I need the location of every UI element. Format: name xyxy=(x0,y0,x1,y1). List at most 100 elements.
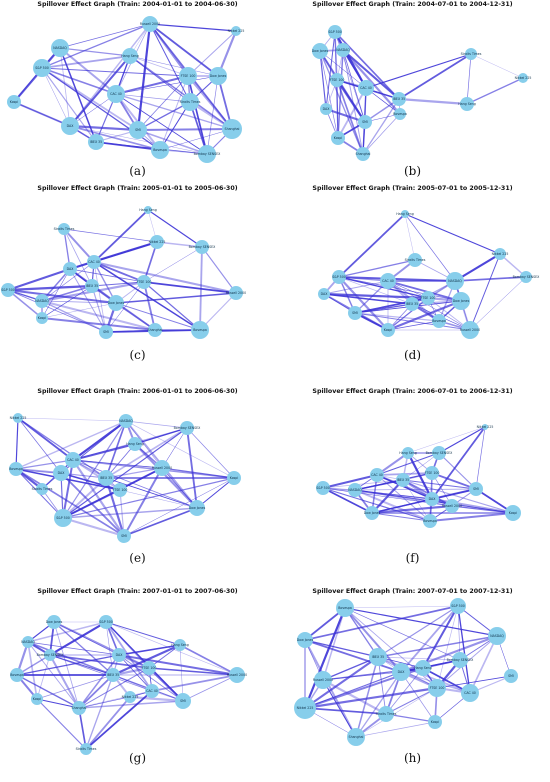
graph-node xyxy=(10,668,24,682)
graph-edge xyxy=(62,477,107,519)
graph-edge xyxy=(201,246,237,294)
graph-edge xyxy=(69,124,139,132)
graph-panel-a: Russell 2000 Hang Seng Nikkei 225 Dow Jones… xyxy=(0,0,275,195)
graph-node xyxy=(51,39,69,57)
graph-edge xyxy=(27,641,38,700)
graph-edge xyxy=(303,607,347,709)
graph-edge xyxy=(93,261,107,333)
graph-edge xyxy=(338,276,462,302)
graph-edge xyxy=(62,427,188,519)
graph-edge xyxy=(72,459,198,509)
graph-node xyxy=(174,639,186,651)
node-label: Bombay SENSEX xyxy=(447,658,475,662)
graph-node xyxy=(128,437,142,451)
graph-edge xyxy=(354,312,440,322)
graph-edge xyxy=(59,47,71,127)
graph-edge xyxy=(36,654,51,700)
graph-edge xyxy=(41,302,117,319)
graph-edge xyxy=(466,77,524,105)
graph-edge xyxy=(123,467,163,537)
graph-edge xyxy=(119,489,125,537)
graph-node xyxy=(229,667,245,683)
graph-edge xyxy=(137,101,191,131)
graph-edge xyxy=(125,420,188,429)
graph-edge xyxy=(119,489,198,509)
graph-edge xyxy=(16,674,80,709)
node-label: S&P 500 xyxy=(332,275,346,279)
graph-edge xyxy=(404,213,501,255)
graph-edge xyxy=(355,687,438,738)
graph-edge xyxy=(15,417,19,470)
node-label: IBEX 35 xyxy=(406,302,418,306)
graph-node xyxy=(432,446,446,460)
graph-edge xyxy=(161,467,235,479)
graph-edge xyxy=(36,698,80,709)
node-label: CAC 40 xyxy=(382,279,394,283)
graph-node xyxy=(392,663,410,681)
graph-node xyxy=(108,295,124,311)
graph-edge xyxy=(129,55,219,77)
graph-node xyxy=(180,421,194,435)
graph-edge xyxy=(179,644,184,702)
node-label: Straits Times xyxy=(180,100,201,104)
graph-edge xyxy=(60,472,121,491)
graph-edge xyxy=(49,654,80,709)
network-graph-g: Dow Jones S&P 500 NASDAQ Bombay SENSEX Hang … xyxy=(10,615,247,755)
graph-node xyxy=(445,499,459,513)
graph-edge xyxy=(377,605,459,658)
graph-node xyxy=(142,661,156,675)
graph-edge xyxy=(59,47,131,57)
graph-node xyxy=(421,291,435,305)
graph-edge xyxy=(129,55,189,77)
node-label: SMI xyxy=(352,311,358,315)
graph-edge xyxy=(69,125,161,151)
network-graph-d: Hang Seng Straits Times Nikkei 225 Bombay S… xyxy=(318,210,541,339)
graph-edge xyxy=(402,479,514,514)
node-label: SMI xyxy=(508,674,514,678)
graph-edge xyxy=(404,213,416,261)
node-label: Dow Jones xyxy=(108,301,125,305)
graph-edge xyxy=(7,289,117,304)
node-label: Shanghai xyxy=(349,735,364,739)
graph-node xyxy=(54,509,72,527)
graph-edge xyxy=(322,487,373,514)
node-label: Bombay SENSEX xyxy=(426,451,454,455)
node-label: Dow Jones xyxy=(46,620,63,624)
graph-edge xyxy=(78,674,114,709)
node-label: Russell 2000 xyxy=(442,504,462,508)
node-label: FTSE 100 xyxy=(430,686,445,690)
graph-edge xyxy=(354,489,431,522)
node-label: Dow Jones xyxy=(453,299,470,303)
graph-node xyxy=(336,43,350,57)
node-label: DAX xyxy=(429,497,437,501)
graph-node xyxy=(63,262,77,276)
graph-edge xyxy=(62,420,127,519)
graph-edge xyxy=(69,93,117,127)
graph-node xyxy=(469,482,483,496)
graph-edge xyxy=(115,292,237,304)
graph-edge xyxy=(93,209,149,263)
graph-edge xyxy=(323,280,389,295)
graph-edge xyxy=(136,23,152,131)
graph-edge xyxy=(85,696,131,750)
node-label: Hang Seng xyxy=(396,212,413,216)
panel-title: Spillover Effect Graph (Train: 2007-01-0… xyxy=(37,588,238,595)
node-label: Bombay SENSEX xyxy=(513,275,541,279)
graph-edge xyxy=(41,300,117,304)
graph-node xyxy=(1,283,15,297)
graph-node xyxy=(36,483,48,495)
graph-edge xyxy=(187,30,237,77)
graph-edge xyxy=(336,79,366,123)
node-label: FTSE 100 xyxy=(330,78,345,82)
graph-edge xyxy=(41,285,93,302)
graph-edge xyxy=(78,696,131,709)
graph-edge xyxy=(344,607,402,673)
graph-node xyxy=(148,323,162,337)
graph-node xyxy=(347,728,365,746)
graph-edge xyxy=(125,420,163,469)
graph-node xyxy=(85,279,99,293)
graph-edge xyxy=(72,459,121,491)
graph-edge xyxy=(304,707,387,715)
node-label: Bombay SENSEX xyxy=(174,426,202,430)
graph-edge xyxy=(41,55,131,69)
